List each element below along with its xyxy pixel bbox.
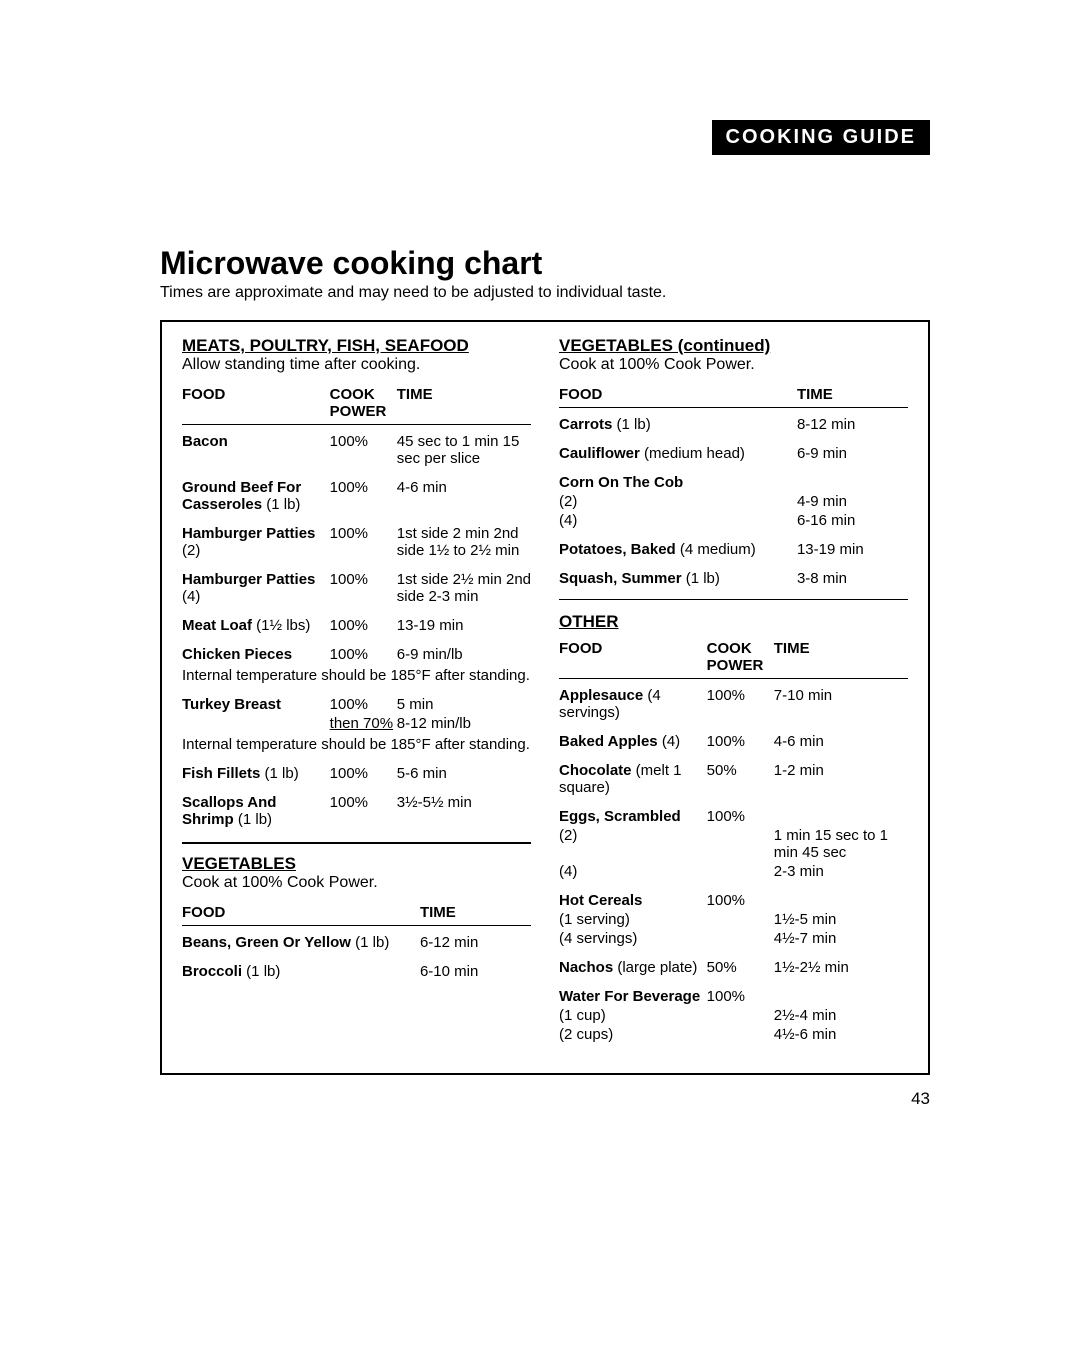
table-row: Beans, Green Or Yellow (1 lb)6-12 min [182,934,531,951]
table-row: Chocolate (melt 1 square)50%1-2 min [559,762,908,796]
meats-headers: FOOD COOK POWER TIME [182,386,531,425]
other-headers: FOOD COOK POWER TIME [559,640,908,679]
hdr-time: TIME [774,640,908,674]
chart-box: MEATS, POULTRY, FISH, SEAFOOD Allow stan… [160,320,930,1075]
table-row: Nachos (large plate)50%1½-2½ min [559,959,908,976]
meats-title: MEATS, POULTRY, FISH, SEAFOOD [182,336,531,356]
table-row: Carrots (1 lb)8-12 min [559,416,908,433]
page-title: Microwave cooking chart [160,245,930,282]
hdr-food: FOOD [182,904,420,921]
veg1-headers: FOOD TIME [182,904,531,926]
table-row: Eggs, Scrambled 100% [559,808,908,825]
subtitle: Times are approximate and may need to be… [160,284,930,302]
page-number: 43 [160,1089,930,1109]
header-badge: COOKING GUIDE [712,120,930,155]
hdr-food: FOOD [559,386,797,403]
table-row: Bacon 100%45 sec to 1 min 15 sec per sli… [182,433,531,467]
hdr-time: TIME [397,386,531,420]
hdr-food: FOOD [559,640,707,674]
table-row: Water For Beverage 100% [559,988,908,1005]
table-row: (4 servings)4½-7 min [559,930,908,947]
table-row: Applesauce (4 servings)100%7-10 min [559,687,908,721]
hdr-power: COOK POWER [330,386,397,420]
table-row: Meat Loaf (1½ lbs)100%13-19 min [182,617,531,634]
hdr-time: TIME [797,386,908,403]
hdr-power: COOK POWER [707,640,774,674]
table-row: Ground Beef For Casseroles (1 lb)100%4-6… [182,479,531,513]
hdr-food: FOOD [182,386,330,420]
table-row: (2)1 min 15 sec to 1 min 45 sec [559,827,908,861]
veg2-title: VEGETABLES (continued) [559,336,908,356]
table-row: Potatoes, Baked (4 medium)13-19 min [559,541,908,558]
table-row: (4)6-16 min [559,512,908,529]
table-row: (1 cup)2½-4 min [559,1007,908,1024]
veg1-sub: Cook at 100% Cook Power. [182,874,531,892]
table-row: Cauliflower (medium head)6-9 min [559,445,908,462]
right-column: VEGETABLES (continued) Cook at 100% Cook… [559,336,908,1055]
table-row: (2 cups)4½-6 min [559,1026,908,1043]
veg2-sub: Cook at 100% Cook Power. [559,356,908,374]
table-row: Hamburger Patties (2)100%1st side 2 min … [182,525,531,559]
table-row: (4)2-3 min [559,863,908,880]
veg1-title: VEGETABLES [182,854,531,874]
left-column: MEATS, POULTRY, FISH, SEAFOOD Allow stan… [182,336,531,1055]
table-row: then 70%8-12 min/lb [182,715,531,732]
table-row: Chicken Pieces 100%6-9 min/lb [182,646,531,663]
table-row: Broccoli (1 lb)6-10 min [182,963,531,980]
table-row: Hot Cereals 100% [559,892,908,909]
item-note: Internal temperature should be 185°F aft… [182,736,531,753]
other-title: OTHER [559,612,908,632]
veg2-headers: FOOD TIME [559,386,908,408]
table-row: (2)4-9 min [559,493,908,510]
table-row: (1 serving)1½-5 min [559,911,908,928]
table-row: Scallops And Shrimp (1 lb)100%3½-5½ min [182,794,531,828]
hdr-time: TIME [420,904,531,921]
table-row: Corn On The Cob [559,474,908,491]
table-row: Squash, Summer (1 lb)3-8 min [559,570,908,587]
table-row: Hamburger Patties (4)100%1st side 2½ min… [182,571,531,605]
item-note: Internal temperature should be 185°F aft… [182,667,531,684]
table-row: Baked Apples (4)100%4-6 min [559,733,908,750]
table-row: Turkey Breast 100%5 min [182,696,531,713]
table-row: Fish Fillets (1 lb)100%5-6 min [182,765,531,782]
meats-sub: Allow standing time after cooking. [182,356,531,374]
